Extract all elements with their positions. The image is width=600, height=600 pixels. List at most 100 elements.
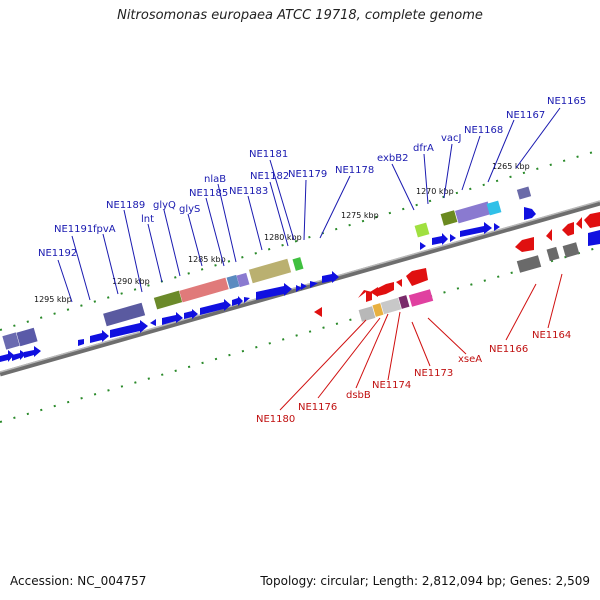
gene-label: xseA [458, 354, 482, 365]
gene-arrow [406, 268, 428, 286]
gene-label: glyS [179, 204, 200, 215]
bottom-gene-labels: NE1180 NE1176 dsbB NE1174 NE1173 xseA NE… [256, 330, 571, 425]
gene-block [516, 186, 532, 200]
gene-arrow [450, 234, 456, 242]
ruler-label: 1275 kbp [341, 211, 379, 220]
gene-block [248, 258, 292, 284]
gene-label: glyQ [153, 200, 176, 211]
gene-block [380, 297, 402, 315]
gene-block [153, 290, 183, 310]
gene-arrow [378, 282, 394, 296]
gene-label: NE1165 [547, 96, 586, 107]
gene-block [16, 327, 38, 347]
gene-arrow [296, 285, 302, 292]
gene-label: exbB2 [377, 153, 408, 164]
gene-arrow [358, 290, 372, 302]
gene-arrow [588, 230, 600, 246]
gene-arrow [256, 283, 292, 300]
ruler-label: 1285 kbp [188, 255, 226, 264]
gene-label: NE1168 [464, 125, 503, 136]
gene-label: NE1183 [229, 186, 268, 197]
gene-label: lnt [141, 214, 154, 225]
gene-label: NE1174 [372, 380, 411, 391]
gene-arrow [420, 242, 426, 250]
gene-arrow [396, 279, 402, 287]
gene-arrow [301, 283, 307, 290]
ruler-label: 1280 kbp [264, 233, 302, 242]
gene-arrow [432, 233, 448, 245]
gene-arrow [310, 281, 318, 288]
gene-block [546, 246, 560, 262]
gene-arrow [562, 222, 574, 236]
gene-label: NE1164 [532, 330, 571, 341]
gene-arrow [200, 299, 231, 315]
gene-label: NE1180 [256, 414, 295, 425]
gene-block [358, 306, 376, 322]
ruler-label: 1290 kbp [112, 277, 150, 286]
genome-summary-text: Topology: circular; Length: 2,812,094 bp… [260, 574, 590, 588]
gene-label: NE1167 [506, 110, 545, 121]
gene-arrow [0, 350, 14, 362]
gene-arrow [576, 217, 582, 229]
gene-block [562, 242, 580, 258]
gene-label: NE1178 [335, 165, 374, 176]
gene-arrow [90, 330, 109, 343]
gene-label: NE1166 [489, 344, 528, 355]
gene-arrow [322, 271, 339, 283]
top-gene-labels: NE1192 NE1191 fpvA NE1189 lnt glyQ glyS … [38, 96, 586, 259]
gene-arrow [524, 207, 536, 220]
gene-arrow [460, 222, 492, 237]
gene-arrow [110, 320, 148, 338]
gene-block [398, 295, 410, 309]
forward-operon-blocks [2, 186, 532, 350]
gene-arrow [370, 287, 378, 297]
gene-label: nlaB [204, 174, 226, 185]
gene-arrow [184, 309, 198, 319]
gene-arrow [584, 212, 600, 228]
ruler-label: 1270 kbp [416, 187, 454, 196]
ruler-bottom [0, 246, 600, 423]
gene-arrow [494, 223, 500, 231]
gene-label: fpvA [93, 224, 116, 235]
gene-label: NE1181 [249, 149, 288, 160]
gene-label: NE1191 [54, 224, 93, 235]
gene-arrow [515, 237, 534, 252]
gene-arrow [244, 297, 250, 303]
gene-block [226, 274, 240, 290]
gene-label: dfrA [413, 143, 434, 154]
forward-strand-genes [0, 207, 600, 362]
top-leader-lines [57, 107, 561, 303]
gene-label: NE1173 [414, 368, 453, 379]
gene-block [486, 200, 502, 216]
gene-block [516, 255, 542, 273]
gene-block [372, 303, 384, 317]
ruler-label: 1265 kbp [492, 162, 530, 171]
gene-block [440, 210, 458, 226]
accession-text: Accession: NC_004757 [10, 574, 147, 588]
gene-label: NE1185 [189, 188, 228, 199]
gene-block [292, 257, 304, 271]
reverse-strand-genes [314, 212, 600, 317]
gene-label: NE1192 [38, 248, 77, 259]
gene-arrow [546, 229, 552, 241]
gene-arrow [12, 350, 26, 361]
gene-arrow [24, 346, 41, 358]
gene-block [179, 277, 229, 303]
gene-arrow [150, 319, 156, 326]
gene-arrow [78, 339, 84, 346]
gene-label: NE1189 [106, 200, 145, 211]
map-title: Nitrosomonas europaea ATCC 19718, comple… [117, 8, 483, 23]
gene-arrow [162, 312, 183, 325]
ruler-labels: 1295 kbp 1290 kbp 1285 kbp 1280 kbp 1275… [34, 162, 530, 304]
gene-label: NE1176 [298, 402, 337, 413]
gene-label: dsbB [346, 390, 371, 401]
gene-arrow [232, 296, 243, 306]
gene-label: vacJ [441, 133, 462, 144]
gene-block [455, 201, 492, 224]
gene-block [2, 332, 20, 350]
gene-label: NE1179 [288, 169, 327, 180]
gene-block [408, 289, 434, 307]
bottom-leader-lines [279, 273, 563, 411]
gene-block [103, 302, 146, 327]
